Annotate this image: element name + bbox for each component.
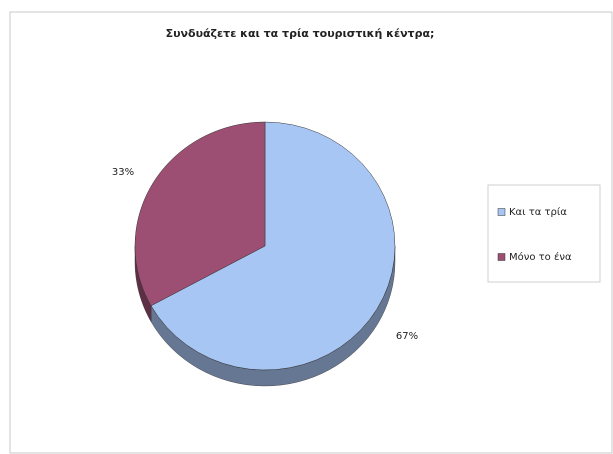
legend-label: Μόνο το ένα	[509, 251, 572, 263]
slice	[134, 121, 266, 307]
data-label: 33%	[112, 167, 134, 178]
data-label: 67%	[396, 331, 418, 342]
legend-swatch	[497, 253, 506, 261]
slice	[150, 121, 396, 371]
chart-title: Συνδυάζετε και τα τρία τουριστική κέντρα…	[166, 27, 435, 40]
legend-label: Και τα τρία	[509, 206, 567, 218]
legend-swatch	[497, 208, 506, 216]
legend-box	[487, 184, 601, 283]
